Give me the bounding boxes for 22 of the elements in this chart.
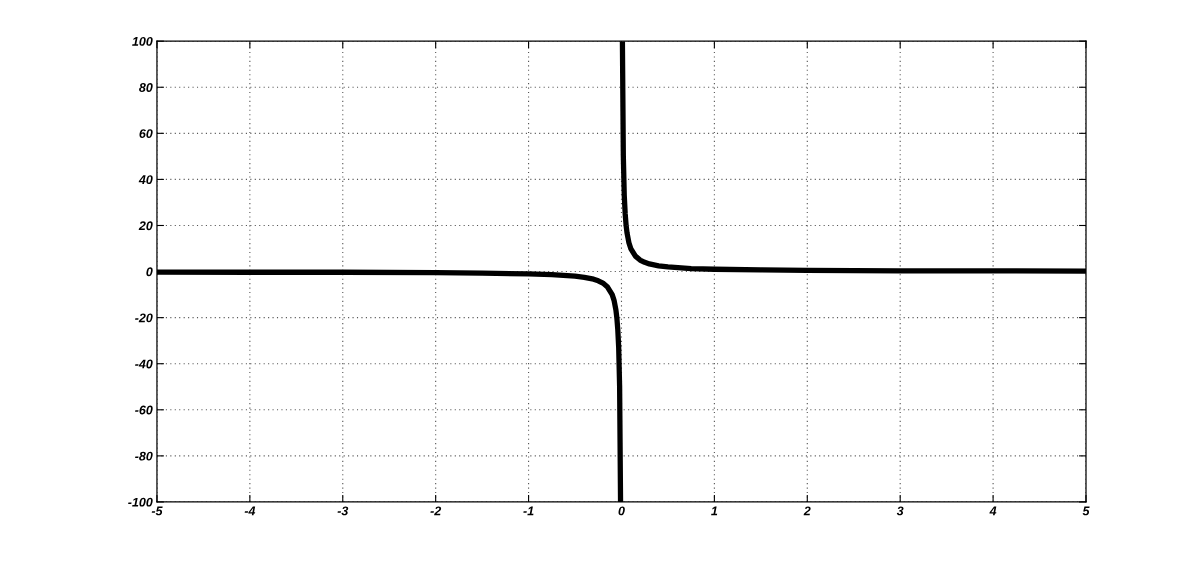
x-tick-label: -2 [430, 506, 442, 516]
x-tick-label: -4 [244, 506, 256, 516]
x-tick-label: -3 [337, 506, 349, 516]
y-tick-label: 80 [139, 83, 153, 92]
y-tick-label: -40 [135, 359, 153, 369]
y-tick-label: 100 [132, 36, 153, 46]
x-tick-label: 4 [989, 506, 997, 516]
y-tick-label: -60 [135, 405, 153, 415]
y-tick-label: -80 [135, 451, 153, 461]
x-tick-label: 1 [711, 506, 718, 516]
y-tick-label: 0 [146, 267, 153, 277]
y-tick-label: -20 [135, 313, 153, 323]
x-tick-label: -1 [523, 506, 534, 516]
x-tick-label: 5 [1082, 506, 1090, 516]
x-tick-label: 3 [896, 506, 904, 516]
x-tick-label: -5 [151, 506, 163, 516]
y-tick-label: -100 [128, 497, 153, 507]
x-tick-label: 2 [803, 506, 811, 516]
y-tick-label: 20 [138, 221, 153, 231]
y-tick-label: 60 [139, 129, 153, 138]
y-tick-label: 40 [138, 175, 153, 185]
x-tick-label: 0 [618, 506, 625, 516]
